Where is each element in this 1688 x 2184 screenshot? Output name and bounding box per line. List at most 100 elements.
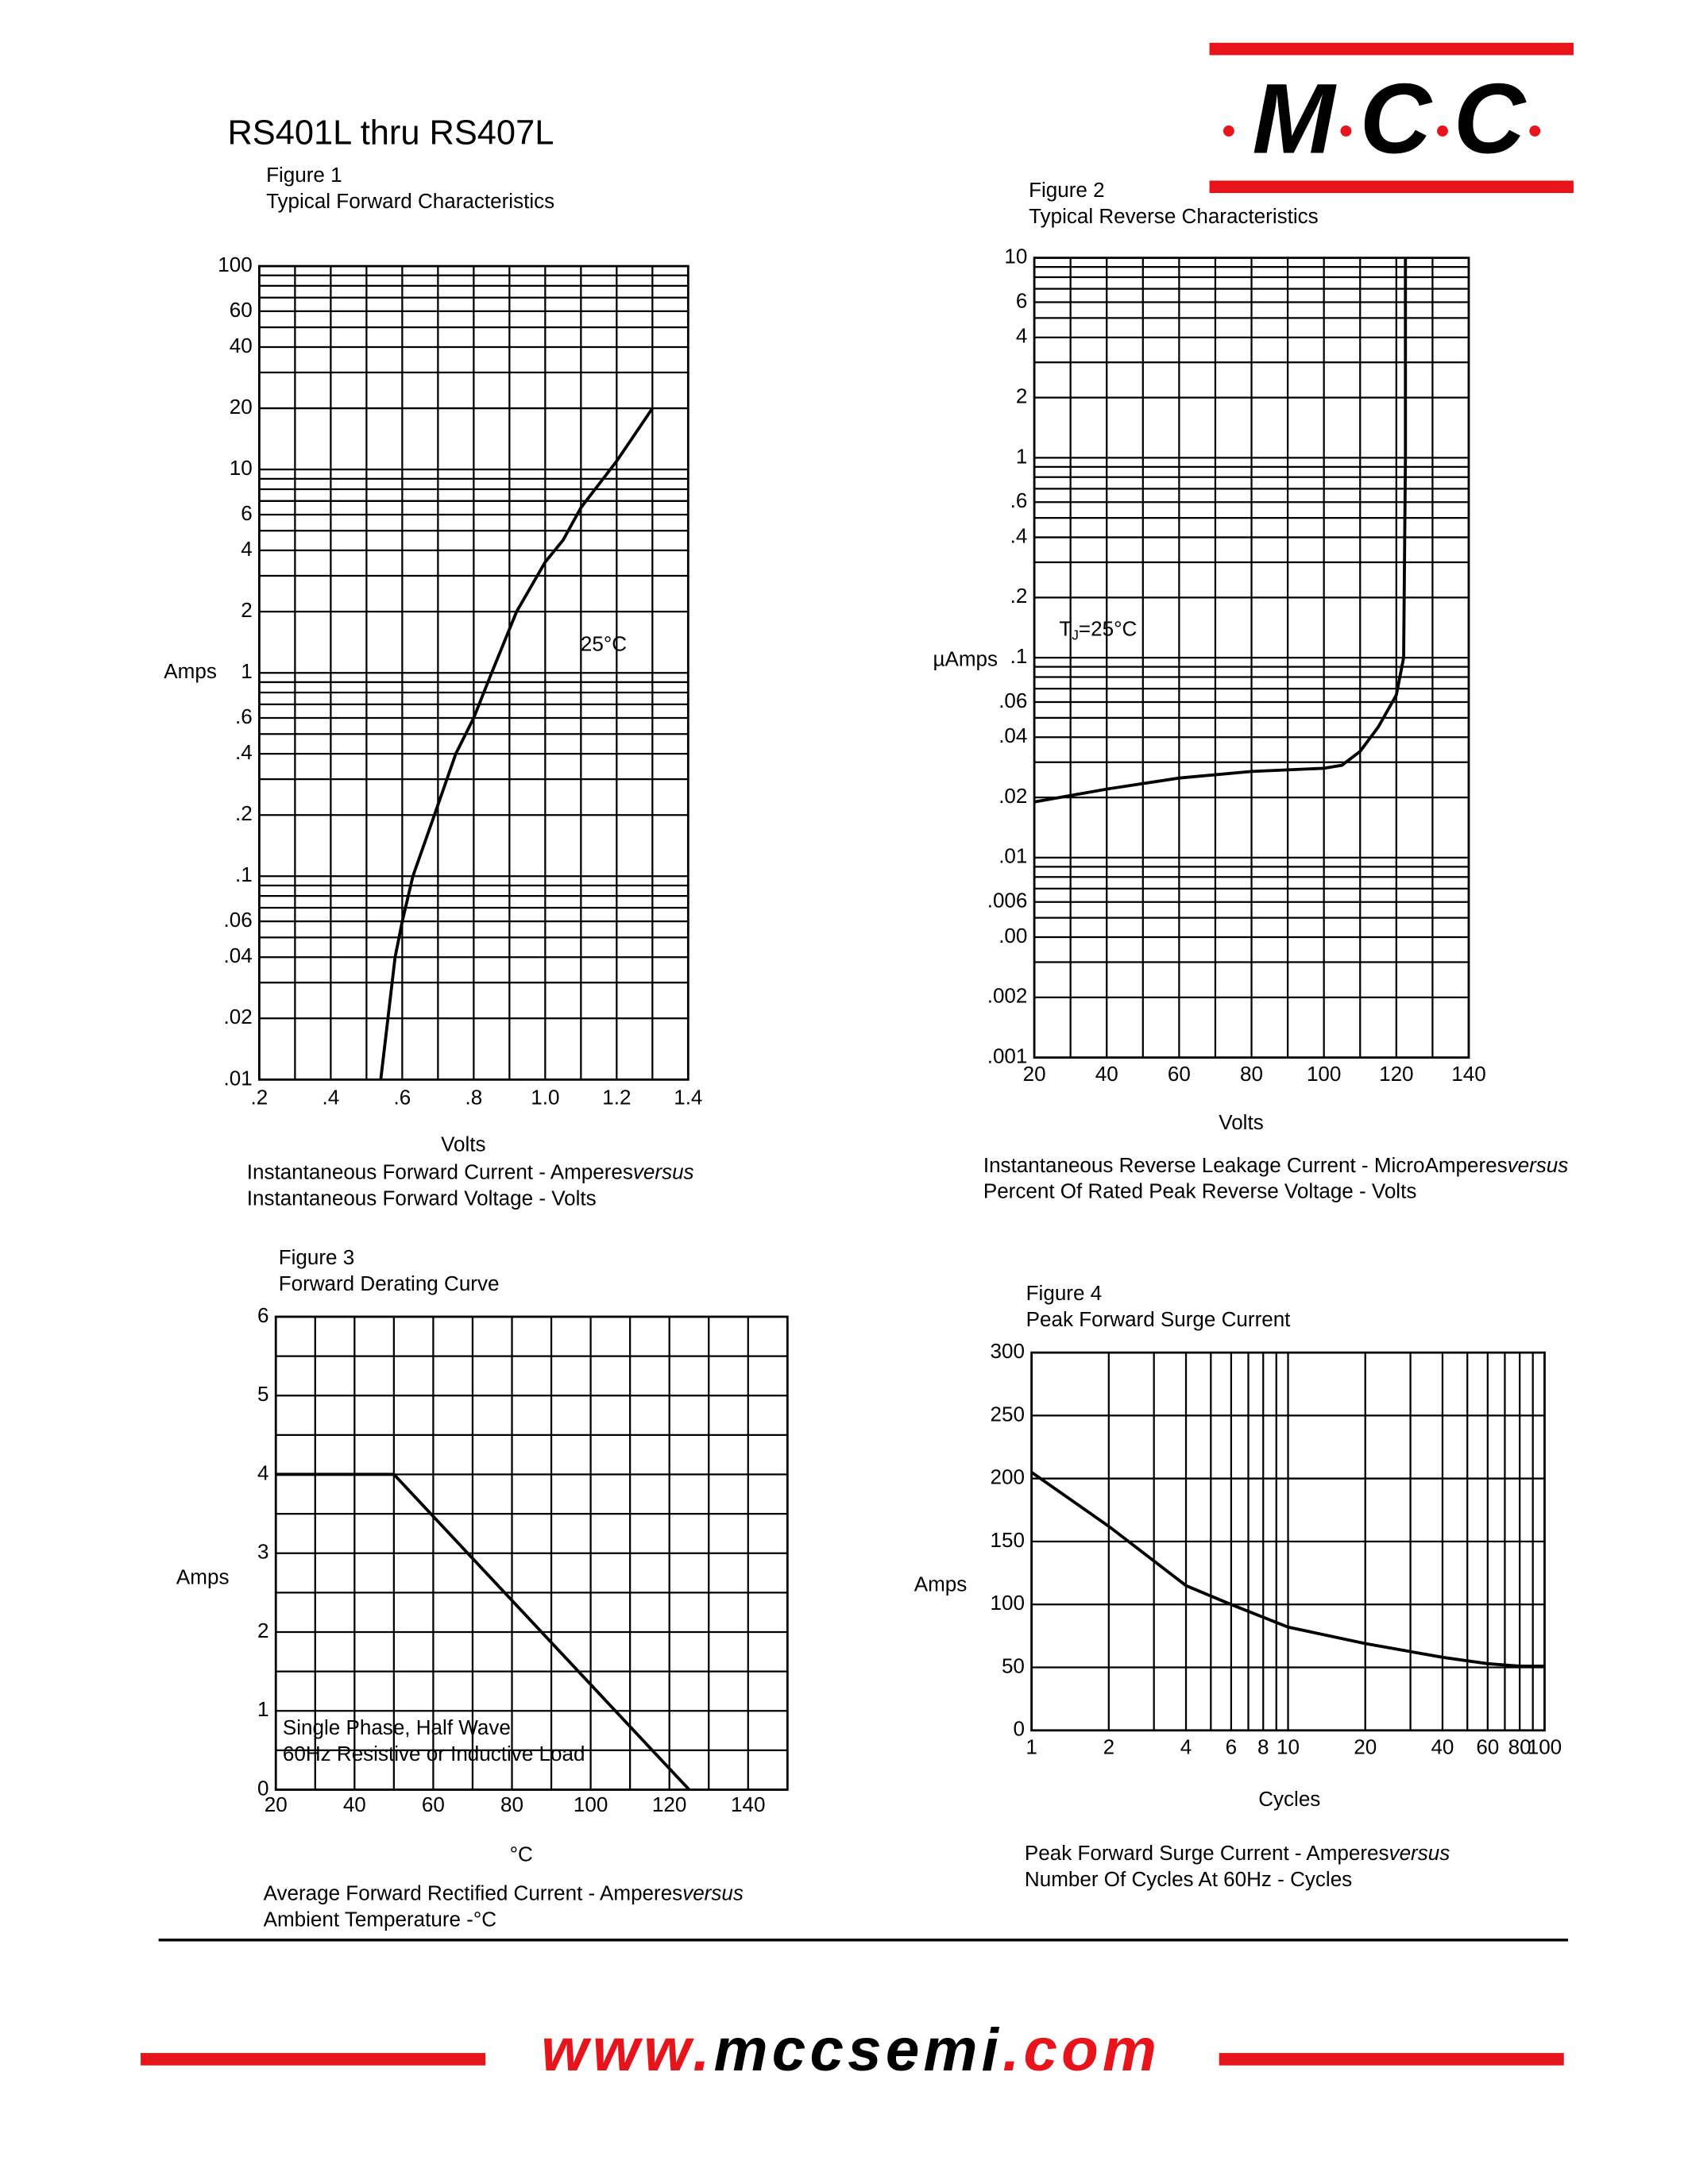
y-tick-label: .001: [987, 1044, 1028, 1067]
footer-url-part: www.: [541, 2016, 713, 2084]
x-tick-label: 6: [1226, 1734, 1237, 1758]
plot-frame: [1033, 257, 1470, 1059]
y-tick-label: .6: [1010, 488, 1028, 512]
y-tick-label: 10: [230, 456, 253, 480]
y-tick-label: .01: [224, 1066, 253, 1090]
y-tick-label: 10: [1004, 245, 1027, 268]
plot-frame: [1030, 1351, 1546, 1732]
x-tick-label: 8: [1257, 1734, 1269, 1758]
y-tick-label: 60: [230, 298, 253, 322]
y-tick-label: 200: [990, 1465, 1024, 1489]
caption-part: Average Forward Rectified Current - Ampe…: [264, 1881, 683, 1904]
caption: Peak Forward Surge Current - Amperesvers…: [1025, 1841, 1450, 1865]
footer-bar: [1219, 2053, 1564, 2066]
logo-dot: [1437, 125, 1448, 137]
caption-part: Instantaneous Forward Current - Amperes: [247, 1160, 633, 1183]
y-tick-label: 40: [230, 334, 253, 357]
y-axis-label: Amps: [176, 1565, 230, 1589]
y-tick-label: .2: [235, 801, 253, 825]
y-tick-label: 150: [990, 1528, 1024, 1552]
y-tick-label: 0: [257, 1776, 268, 1800]
caption: Instantaneous Forward Voltage - Volts: [247, 1186, 597, 1210]
y-tick-label: 300: [990, 1339, 1024, 1363]
y-tick-label: 0: [1013, 1717, 1024, 1741]
chart-title: Peak Forward Surge Current: [1026, 1307, 1292, 1331]
x-tick-label: 10: [1277, 1734, 1300, 1758]
y-tick-label: 100: [218, 253, 252, 276]
caption-versus: versus: [1389, 1841, 1450, 1865]
x-tick-label: 120: [652, 1792, 686, 1816]
logo-bar: [1209, 180, 1574, 194]
y-tick-label: .1: [235, 862, 253, 886]
chart-title: Forward Derating Curve: [279, 1271, 500, 1295]
y-tick-label: .06: [999, 689, 1027, 712]
logo-letter: C: [1454, 64, 1527, 175]
x-tick-label: 140: [731, 1792, 765, 1816]
y-axis-label: Amps: [164, 659, 217, 683]
curve: [1033, 257, 1408, 804]
caption: Average Forward Rectified Current - Ampe…: [264, 1881, 744, 1904]
footer-url-part: mccsemi: [714, 2016, 1002, 2084]
y-tick-label: .02: [999, 784, 1027, 808]
x-tick-label: 120: [1379, 1062, 1413, 1086]
y-tick-label: 250: [990, 1402, 1024, 1426]
y-tick-label: 1: [1016, 444, 1027, 468]
x-tick-label: 20: [1023, 1062, 1046, 1086]
annotation: Single Phase, Half Wave: [283, 1715, 511, 1739]
y-tick-label: 100: [990, 1591, 1024, 1615]
y-tick-label: .6: [235, 704, 253, 728]
x-tick-label: 80: [1240, 1062, 1263, 1086]
x-axis-label: °C: [510, 1843, 533, 1866]
logo-dot: [1340, 125, 1352, 137]
annotation-part: T: [1059, 616, 1072, 640]
y-tick-label: .06: [224, 908, 253, 932]
y-tick-label: .02: [224, 1005, 253, 1028]
logo-letter: C: [1360, 64, 1433, 175]
y-tick-label: 4: [241, 537, 252, 561]
curve: [379, 407, 654, 1080]
caption-part: Peak Forward Surge Current - Amperes: [1025, 1841, 1389, 1865]
x-axis-label: Volts: [441, 1133, 485, 1156]
y-tick-label: .1: [1010, 644, 1028, 668]
x-tick-label: .6: [394, 1086, 411, 1109]
y-tick-label: 20: [230, 395, 253, 419]
annotation: TJ=25°C: [1059, 616, 1137, 642]
y-tick-label: .4: [1010, 523, 1028, 547]
x-tick-label: 2: [1103, 1734, 1114, 1758]
x-tick-label: 100: [574, 1792, 608, 1816]
footer-bar: [141, 2053, 486, 2066]
y-tick-label: 2: [257, 1619, 268, 1642]
figure-label: Figure 1: [266, 163, 342, 187]
caption: Instantaneous Forward Current - Amperesv…: [247, 1160, 694, 1183]
y-tick-label: 6: [1016, 288, 1027, 312]
x-tick-label: 100: [1307, 1062, 1341, 1086]
annotation: 60Hz Resistive or Inductive Load: [283, 1742, 585, 1765]
y-tick-label: 6: [241, 501, 252, 525]
y-tick-label: .2: [1010, 584, 1028, 608]
y-tick-label: .006: [987, 889, 1028, 913]
x-tick-label: 80: [1508, 1734, 1532, 1758]
x-tick-label: .4: [323, 1086, 340, 1109]
y-tick-label: 2: [241, 598, 252, 622]
y-tick-label: 5: [257, 1382, 268, 1406]
x-tick-label: 4: [1180, 1734, 1192, 1758]
y-tick-label: .04: [224, 943, 253, 967]
y-tick-label: .04: [999, 723, 1027, 747]
y-tick-label: 1: [241, 659, 252, 683]
x-tick-label: 1: [1026, 1734, 1037, 1758]
x-tick-label: 40: [1095, 1062, 1118, 1086]
plot-frame: [257, 264, 689, 1081]
x-tick-label: 20: [1354, 1734, 1377, 1758]
y-tick-label: 50: [1002, 1653, 1025, 1677]
logo-bar: [1209, 42, 1574, 56]
x-tick-label: 60: [422, 1792, 445, 1816]
y-tick-label: .4: [235, 740, 253, 764]
annotation: 25°C: [581, 631, 627, 655]
y-tick-label: .01: [999, 844, 1027, 868]
y-tick-label: .002: [987, 984, 1028, 1008]
x-axis-label: Cycles: [1258, 1787, 1320, 1811]
x-tick-label: 40: [1431, 1734, 1454, 1758]
x-tick-label: 100: [1528, 1734, 1562, 1758]
footer-url-part: .com: [1002, 2016, 1161, 2084]
